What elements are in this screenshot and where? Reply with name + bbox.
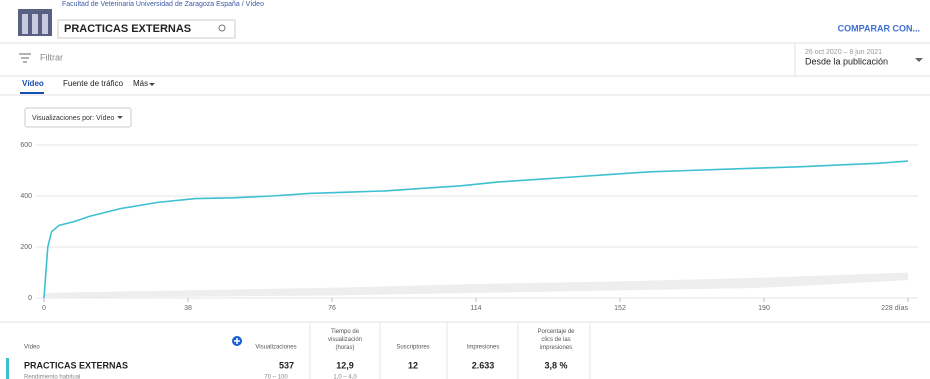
filter-label[interactable]: Filtrar (40, 52, 63, 62)
filter-icon[interactable] (19, 53, 31, 63)
cell: 3,8 % (544, 360, 567, 370)
thumb-detail (42, 14, 48, 34)
search-icon[interactable] (218, 24, 226, 32)
tab-arrow (149, 83, 155, 86)
thumb-detail (32, 14, 38, 34)
tab-underline (20, 92, 44, 94)
dropdown[interactable] (24, 107, 132, 128)
compare-button[interactable]: COMPARAR CON... (838, 23, 920, 33)
series-line (43, 160, 909, 299)
cell: 2.633 (472, 360, 495, 370)
search-box[interactable] (57, 19, 236, 39)
cell: 537 (279, 360, 294, 370)
cell: PRACTICAS EXTERNAS (24, 360, 128, 370)
y-tick-label: 400 (20, 193, 32, 200)
column-header: Impresiones (467, 345, 500, 351)
x-tick-label: 190 (758, 305, 770, 312)
column-header: Suscriptores (396, 345, 429, 351)
column-header: Visualizaciones (255, 345, 296, 351)
tab[interactable]: Fuente de tráfico (63, 79, 124, 88)
y-tick-label: 200 (20, 244, 32, 251)
tab[interactable]: Más (133, 79, 148, 88)
dropdown-label: Visualizaciones por: Vídeo (32, 115, 114, 122)
period-arrow[interactable] (915, 58, 923, 62)
y-tick-label: 600 (20, 142, 32, 149)
column-header: Tiempo de visualización (horas) (328, 329, 362, 351)
period[interactable]: Desde la publicación (805, 56, 888, 66)
column-header: Porcentaje de clics de las impresiones (537, 329, 575, 351)
dropdown-arrow (117, 116, 123, 119)
typical-cell: 1,0 – 4,0 (333, 375, 357, 379)
x-tick-label: 76 (328, 305, 336, 312)
x-tick-label: 152 (614, 305, 626, 312)
breadcrumb[interactable]: Facultad de Veterinaria Universidad de Z… (62, 1, 264, 8)
x-tick-label: 114 (470, 305, 481, 312)
row-highlight (6, 358, 9, 379)
x-tick-label: 0 (42, 305, 46, 312)
chart: 0 200 400 600 0 38 76 114 152 190 228 días (20, 142, 918, 312)
column-header: Vídeo (24, 345, 40, 351)
tab[interactable]: Vídeo (22, 79, 44, 88)
cell: 12,9 (336, 360, 354, 370)
add-icon (234, 338, 240, 344)
thumb-detail (22, 14, 28, 34)
date-range[interactable]: 26 oct 2020 – 8 jun 2021 (805, 49, 882, 56)
table: Vídeo Visualizaciones Tiempo de visualizaci… (24, 322, 591, 379)
x-tick-label: 38 (184, 305, 192, 312)
y-tick-label: 0 (28, 295, 32, 302)
search-text: PRACTICAS EXTERNAS (64, 23, 191, 35)
x-tick-label: 228 días (881, 305, 908, 312)
typical-range (44, 272, 908, 298)
cell: 12 (408, 360, 418, 370)
typical-cell: Rendimiento habitual (24, 375, 80, 379)
typical-cell: 70 – 100 (264, 375, 288, 379)
